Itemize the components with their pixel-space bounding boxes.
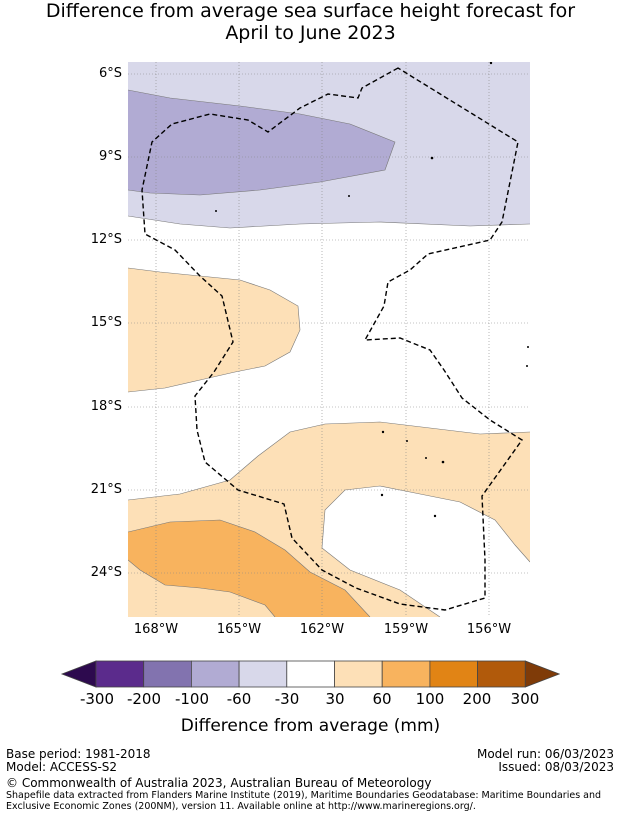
lat-label-24s: 24°S [90, 565, 122, 580]
colorbar-cell [286, 660, 335, 688]
cb-tick-30: 30 [325, 690, 345, 708]
cb-tick-200: 200 [462, 690, 492, 708]
lon-label-156w: 156°W [466, 622, 512, 637]
colorbar-cell [477, 660, 526, 688]
colorbar-cell [429, 660, 478, 688]
copyright: © Commonwealth of Australia 2023, Austra… [6, 776, 432, 790]
lon-label-168w: 168°W [133, 622, 179, 637]
lon-label-159w: 159°W [383, 622, 429, 637]
colorbar-cell [95, 660, 145, 688]
colorbar-cell [143, 660, 192, 688]
lat-label-21s: 21°S [90, 482, 122, 497]
lat-label-9s: 9°S [98, 149, 122, 164]
cb-tick-minus60: -60 [226, 690, 252, 708]
cb-tick-minus100: -100 [174, 690, 210, 708]
lat-label-12s: 12°S [90, 232, 122, 247]
model-name: Model: ACCESS-S2 [6, 760, 118, 774]
contour-lines [128, 89, 530, 617]
contour-neg-100-60 [128, 90, 395, 195]
colorbar-arrow-low [60, 660, 97, 688]
lon-label-162w: 162°W [299, 622, 345, 637]
colorbar-label: Difference from average (mm) [180, 716, 441, 736]
lat-label-18s: 18°S [90, 399, 122, 414]
sea-height-map [128, 62, 530, 617]
base-period: Base period: 1981-2018 [6, 747, 151, 761]
title-line-2: April to June 2023 [225, 22, 396, 44]
colorbar-arrow-high [524, 660, 560, 688]
colorbar-cell [238, 660, 288, 688]
shapefile-credit: Shapefile data extracted from Flanders M… [6, 790, 602, 812]
contour-pos-60-100 [128, 520, 370, 617]
anomaly-contours [128, 62, 530, 617]
colorbar-cell [190, 660, 240, 688]
cb-tick-minus300: -300 [79, 690, 115, 708]
cb-tick-minus30: -30 [274, 690, 300, 708]
cb-tick-300: 300 [510, 690, 540, 708]
model-run-date: Model run: 06/03/2023 [476, 747, 614, 761]
contour-pos-30-60-north [128, 268, 300, 392]
map-title: Difference from average sea surface heig… [0, 0, 621, 44]
colorbar [60, 660, 560, 688]
islands [215, 62, 529, 518]
eez-boundary [141, 67, 524, 611]
lon-label-165w: 165°W [216, 622, 262, 637]
colorbar-cell [381, 660, 431, 688]
title-line-1: Difference from average sea surface heig… [45, 0, 576, 22]
cb-tick-100: 100 [415, 690, 445, 708]
graticule [128, 62, 530, 617]
lat-label-6s: 6°S [98, 66, 122, 81]
lat-label-15s: 15°S [90, 315, 122, 330]
cb-tick-minus200: -200 [126, 690, 162, 708]
colorbar-cell [334, 660, 383, 688]
cb-tick-60: 60 [372, 690, 392, 708]
issued-date: Issued: 08/03/2023 [498, 760, 614, 774]
